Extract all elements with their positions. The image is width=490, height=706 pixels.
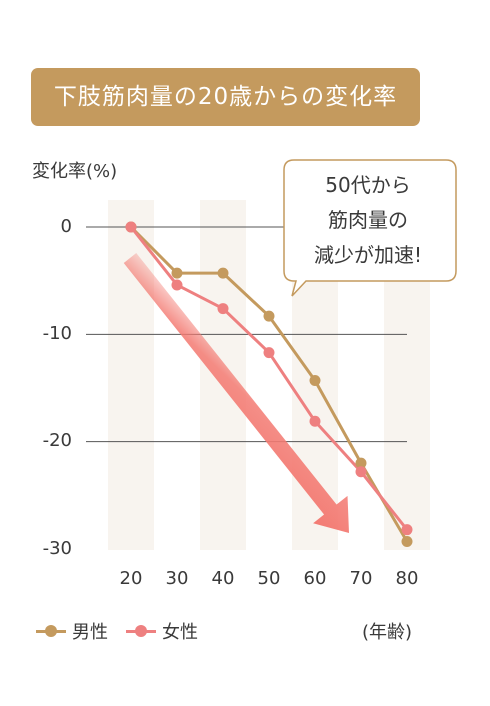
data-point-female (171, 279, 183, 291)
x-axis-unit-label: (年齢) (362, 622, 413, 643)
data-point-male (217, 267, 229, 279)
x-tick-label: 20 (119, 568, 143, 589)
chart-title: 下肢筋肉量の20歳からの変化率 (31, 68, 420, 126)
data-point-female (217, 303, 229, 315)
data-point-male (355, 457, 367, 469)
callout-line: 筋肉量の (328, 208, 408, 232)
callout-line: 50代から (325, 173, 411, 197)
data-point-male (263, 310, 275, 322)
legend-female: 女性 (126, 618, 198, 644)
data-point-male (401, 535, 413, 547)
legend-label-male: 男性 (72, 622, 108, 643)
trend-arrow-shape (123, 253, 349, 534)
series-lines (125, 221, 413, 547)
y-tick-label: -10 (42, 323, 72, 344)
data-point-female (401, 524, 413, 536)
legend-swatch-female (126, 624, 156, 638)
data-point-male (309, 374, 321, 386)
legend-swatch-male (36, 624, 66, 638)
background-band (108, 200, 154, 550)
x-tick-label: 30 (165, 568, 189, 589)
y-tick-label: -30 (42, 538, 72, 559)
data-point-male (171, 267, 183, 279)
data-point-female (309, 415, 321, 427)
x-tick-label: 60 (303, 568, 327, 589)
data-point-female (263, 347, 275, 359)
y-axis-label: 変化率(%) (32, 161, 118, 182)
callout-line: 減少が加速! (313, 243, 423, 267)
data-point-female (355, 466, 367, 478)
data-point-female (125, 221, 137, 233)
callout-bubble (283, 159, 457, 297)
x-tick-label: 50 (257, 568, 281, 589)
x-tick-label: 70 (349, 568, 373, 589)
callout-text: 50代から 筋肉量の 減少が加速! (283, 168, 453, 273)
x-tick-label: 80 (395, 568, 419, 589)
y-tick-label: 0 (60, 216, 72, 237)
trend-arrow (123, 253, 349, 534)
callout-bubble-shape (283, 159, 457, 297)
legend-male: 男性 (36, 618, 108, 644)
legend-label-female: 女性 (162, 622, 198, 643)
y-tick-label: -20 (42, 430, 72, 451)
x-tick-label: 40 (211, 568, 235, 589)
